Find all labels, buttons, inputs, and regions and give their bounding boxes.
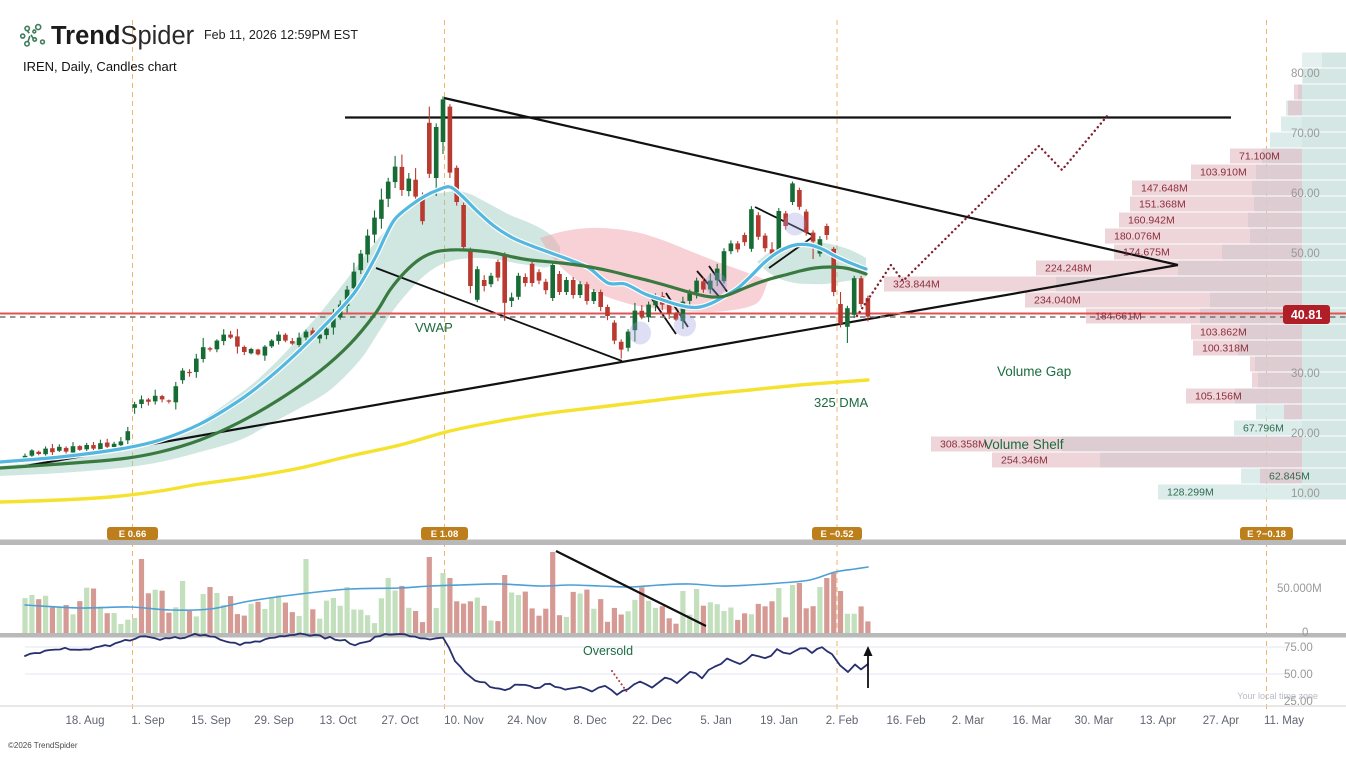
svg-text:308.358M: 308.358M (940, 439, 987, 451)
svg-text:13. Apr: 13. Apr (1140, 715, 1177, 727)
svg-text:24. Nov: 24. Nov (507, 715, 547, 727)
svg-text:180.076M: 180.076M (1114, 231, 1161, 243)
svg-text:71.100M: 71.100M (1239, 151, 1280, 163)
svg-text:Oversold: Oversold (583, 644, 633, 658)
svg-text:29. Sep: 29. Sep (254, 715, 294, 727)
svg-text:Volume Shelf: Volume Shelf (984, 437, 1064, 452)
svg-text:16. Mar: 16. Mar (1013, 715, 1052, 727)
svg-text:22. Dec: 22. Dec (632, 715, 672, 727)
svg-text:40.81: 40.81 (1291, 308, 1322, 322)
svg-text:103.910M: 103.910M (1200, 167, 1247, 179)
svg-text:2. Mar: 2. Mar (952, 715, 985, 727)
svg-text:11. May: 11. May (1264, 715, 1304, 727)
svg-text:E −0.52: E −0.52 (820, 529, 853, 540)
svg-text:5. Jan: 5. Jan (700, 715, 731, 727)
svg-text:103.862M: 103.862M (1200, 327, 1247, 339)
svg-text:©2026 TrendSpider: ©2026 TrendSpider (8, 741, 78, 750)
svg-text:IREN, Daily, Candles chart: IREN, Daily, Candles chart (23, 59, 177, 74)
svg-text:30. Mar: 30. Mar (1075, 715, 1114, 727)
svg-text:50.00: 50.00 (1291, 248, 1320, 260)
svg-text:E ?−0.18: E ?−0.18 (1247, 529, 1286, 540)
svg-text:19. Jan: 19. Jan (760, 715, 798, 727)
svg-text:27. Oct: 27. Oct (381, 715, 419, 727)
svg-text:30.00: 30.00 (1291, 368, 1320, 380)
svg-text:15. Sep: 15. Sep (191, 715, 231, 727)
svg-text:50.00: 50.00 (1284, 669, 1313, 681)
svg-text:50.000M: 50.000M (1277, 583, 1322, 595)
svg-text:100.318M: 100.318M (1202, 343, 1249, 355)
svg-text:147.648M: 147.648M (1141, 183, 1188, 195)
svg-text:323.844M: 323.844M (893, 279, 940, 291)
svg-text:151.368M: 151.368M (1139, 199, 1186, 211)
svg-text:80.00: 80.00 (1291, 68, 1320, 80)
svg-text:16. Feb: 16. Feb (887, 715, 926, 727)
svg-text:60.00: 60.00 (1291, 188, 1320, 200)
svg-text:VWAP: VWAP (415, 320, 453, 335)
svg-text:75.00: 75.00 (1284, 642, 1313, 654)
svg-text:254.346M: 254.346M (1001, 455, 1048, 467)
svg-text:13. Oct: 13. Oct (319, 715, 357, 727)
svg-text:Feb 11, 2026 12:59PM EST: Feb 11, 2026 12:59PM EST (204, 28, 358, 42)
svg-text:1. Sep: 1. Sep (131, 715, 164, 727)
svg-text:224.248M: 224.248M (1045, 263, 1092, 275)
svg-text:10.00: 10.00 (1291, 488, 1320, 500)
svg-text:27. Apr: 27. Apr (1203, 715, 1240, 727)
svg-text:Your local time zone: Your local time zone (1237, 691, 1318, 701)
svg-text:18. Aug: 18. Aug (65, 715, 104, 727)
svg-text:67.796M: 67.796M (1243, 423, 1284, 435)
svg-text:0: 0 (1302, 627, 1308, 639)
svg-text:E 1.08: E 1.08 (431, 529, 458, 540)
svg-text:10. Nov: 10. Nov (444, 715, 484, 727)
svg-text:TrendSpider: TrendSpider (51, 22, 195, 50)
svg-text:128.299M: 128.299M (1167, 487, 1214, 499)
svg-text:8. Dec: 8. Dec (573, 715, 606, 727)
svg-text:325 DMA: 325 DMA (814, 395, 869, 410)
svg-text:2. Feb: 2. Feb (826, 715, 859, 727)
svg-text:62.845M: 62.845M (1269, 471, 1310, 483)
svg-text:184.661M: 184.661M (1095, 311, 1142, 323)
svg-text:E 0.66: E 0.66 (119, 529, 146, 540)
svg-text:20.00: 20.00 (1291, 428, 1320, 440)
svg-text:Volume Gap: Volume Gap (997, 364, 1071, 379)
svg-text:174.675M: 174.675M (1123, 247, 1170, 259)
svg-text:160.942M: 160.942M (1128, 215, 1175, 227)
svg-text:234.040M: 234.040M (1034, 295, 1081, 307)
svg-text:70.00: 70.00 (1291, 128, 1320, 140)
svg-text:105.156M: 105.156M (1195, 391, 1242, 403)
